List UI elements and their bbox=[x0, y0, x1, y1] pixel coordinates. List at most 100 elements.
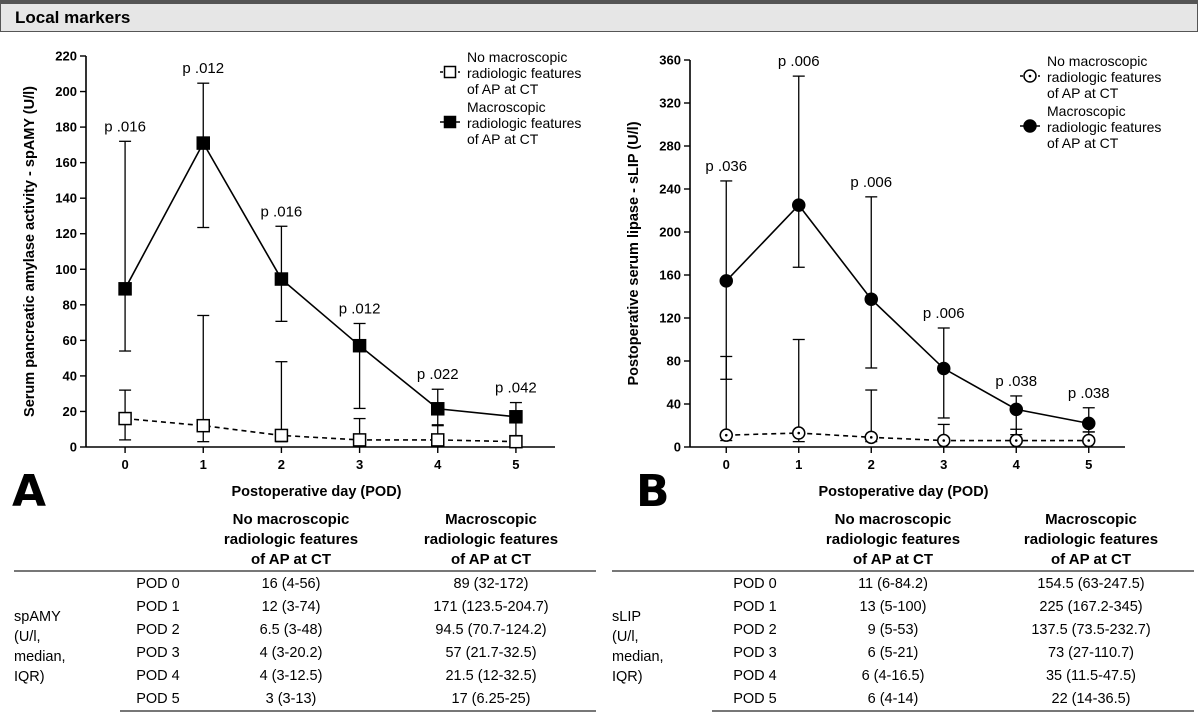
table-cell-no-macroscopic: 4 (3-12.5) bbox=[259, 667, 323, 684]
section-title: Local markers bbox=[15, 8, 131, 27]
y-tick-label: 0 bbox=[70, 440, 77, 455]
x-tick-label: 1 bbox=[795, 457, 802, 472]
table-cell-macroscopic: 154.5 (63-247.5) bbox=[988, 570, 1194, 595]
table-cell-no-macroscopic: 12 (3-74) bbox=[261, 598, 321, 615]
table-cell-macroscopic: 57 (21.7-32.5) bbox=[445, 644, 537, 661]
table-row: POD 2 6.5 (3-48) 94.5 (70.7-124.2) bbox=[14, 618, 596, 641]
y-tick-label: 120 bbox=[55, 226, 77, 241]
table-b-col-no-macroscopic: No macroscopic radiologic features of AP a… bbox=[825, 511, 961, 568]
table-cell-macroscopic: 137.5 (73.5-232.7) bbox=[1031, 621, 1151, 638]
y-tick-label: 280 bbox=[659, 139, 681, 154]
table-cell-macroscopic: 22 (14-36.5) bbox=[988, 687, 1194, 712]
legend-label: of AP at CT bbox=[1047, 135, 1119, 151]
section-header: Local markers bbox=[0, 0, 1198, 32]
data-point bbox=[274, 272, 289, 286]
y-tick-label: 180 bbox=[55, 120, 77, 135]
y-tick-label: 40 bbox=[63, 368, 77, 383]
legend-label: of AP at CT bbox=[1047, 85, 1119, 101]
table-cell-macroscopic: 35 (11.5-47.5) bbox=[1045, 667, 1136, 684]
table-row: POD 1 12 (3-74) 171 (123.5-204.7) bbox=[14, 595, 596, 618]
table-row: POD 1 13 (5-100) 225 (167.2-345) bbox=[612, 595, 1194, 618]
table-cell-no-macroscopic: 6 (5-21) bbox=[867, 644, 919, 661]
x-axis-label: Postoperative day (POD) bbox=[818, 484, 988, 500]
legend-label: radiologic features bbox=[1047, 69, 1161, 85]
data-point bbox=[118, 411, 132, 426]
table-row: POD 3 4 (3-20.2) 57 (21.7-32.5) bbox=[14, 641, 596, 664]
data-point-dot bbox=[1087, 439, 1091, 442]
table-pod-label: POD 4 bbox=[136, 667, 180, 684]
y-tick-label: 140 bbox=[55, 191, 77, 206]
table-row: spAMY (U/l, median, IQR) POD 0 16 (4-56) 89 (3… bbox=[14, 570, 596, 711]
table-pod-label: POD 2 bbox=[733, 621, 777, 638]
p-value-label: p .022 bbox=[417, 366, 459, 383]
p-value-label: p .006 bbox=[778, 53, 820, 70]
legend-label: Macroscopic bbox=[1047, 103, 1126, 119]
table-cell-macroscopic: 225 (167.2-345) bbox=[1039, 598, 1143, 615]
table-pod-label: POD 4 bbox=[733, 667, 777, 684]
table-pod-label: POD 5 bbox=[712, 687, 798, 712]
x-axis-label: Postoperative day (POD) bbox=[231, 484, 401, 500]
x-tick-label: 2 bbox=[278, 457, 285, 472]
y-tick-label: 200 bbox=[55, 84, 77, 99]
table-pod-label: POD 5 bbox=[120, 687, 196, 712]
series-line bbox=[124, 141, 516, 418]
chart-panel-b: 0 40 80 120 160 200 240 280 320 360 0 1 2 3 4 5 Postoper… bbox=[626, 53, 1161, 501]
data-point bbox=[431, 402, 445, 416]
table-a-col-no-macroscopic: No macroscopic radiologic features of AP a… bbox=[223, 511, 359, 568]
table-cell-no-macroscopic: 6 (4-16.5) bbox=[861, 667, 925, 684]
data-point bbox=[719, 274, 733, 288]
y-axis-label: Postoperative serum lipase - sLIP (U/l) bbox=[626, 121, 642, 385]
table-cell-no-macroscopic: 13 (5-100) bbox=[859, 598, 927, 615]
table-pod-label: POD 3 bbox=[733, 644, 777, 661]
y-tick-label: 80 bbox=[63, 297, 77, 312]
table-row: sLIP (U/l, median, IQR) POD 0 11 (6-84.2) 154.… bbox=[612, 570, 1194, 711]
data-point bbox=[1009, 402, 1023, 417]
table-b: No macroscopic radiologic features of AP a… bbox=[612, 510, 1194, 712]
legend-marker-dot bbox=[1028, 74, 1032, 78]
table-cell-no-macroscopic: 6 (4-14) bbox=[798, 687, 988, 712]
x-tick-label: 4 bbox=[434, 457, 442, 472]
table-cell-no-macroscopic: 4 (3-20.2) bbox=[259, 644, 323, 661]
x-tick-label: 1 bbox=[200, 457, 207, 472]
table-pod-label: POD 3 bbox=[136, 644, 180, 661]
legend-label: No macroscopic bbox=[1047, 53, 1147, 69]
y-axis-label: Serum pancreatic amylase activity - spAM… bbox=[22, 86, 38, 417]
table-row: POD 3 6 (5-21) 73 (27-110.7) bbox=[612, 641, 1194, 664]
p-value-label: p .036 bbox=[705, 158, 747, 175]
table-group-label: spAMY (U/l, median, IQR) bbox=[14, 570, 120, 711]
y-tick-label: 160 bbox=[55, 155, 77, 170]
p-value-label: p .038 bbox=[995, 373, 1037, 390]
data-point bbox=[352, 338, 367, 353]
data-point bbox=[196, 136, 210, 150]
data-point bbox=[937, 361, 951, 376]
x-tick-label: 0 bbox=[723, 457, 730, 472]
table-row: POD 2 9 (5-53) 137.5 (73.5-232.7) bbox=[612, 618, 1194, 641]
data-point bbox=[792, 198, 806, 212]
y-tick-label: 160 bbox=[659, 268, 681, 283]
data-point-dot bbox=[1014, 439, 1018, 442]
legend-label: No macroscopic bbox=[467, 49, 567, 65]
y-tick-label: 60 bbox=[63, 333, 77, 348]
x-tick-label: 3 bbox=[940, 457, 947, 472]
legend-label: radiologic features bbox=[467, 115, 581, 131]
legend-label: of AP at CT bbox=[467, 131, 539, 147]
x-tick-label: 2 bbox=[868, 457, 875, 472]
p-value-label: p .042 bbox=[495, 380, 537, 397]
data-point-dot bbox=[869, 436, 873, 439]
table-cell-macroscopic: 21.5 (12-32.5) bbox=[445, 667, 537, 684]
table-cell-no-macroscopic: 9 (5-53) bbox=[867, 621, 919, 638]
y-tick-label: 200 bbox=[659, 225, 681, 240]
table-cell-macroscopic: 89 (32-172) bbox=[386, 570, 596, 595]
legend-label: Macroscopic bbox=[467, 99, 546, 115]
series-line bbox=[725, 203, 1089, 425]
legend-marker bbox=[1023, 119, 1037, 133]
data-point bbox=[274, 428, 289, 443]
table-group-label: sLIP (U/l, median, IQR) bbox=[612, 570, 712, 711]
p-value-label: p .006 bbox=[923, 305, 965, 322]
p-value-label: p .038 bbox=[1068, 385, 1110, 402]
y-tick-label: 120 bbox=[659, 311, 681, 326]
legend-marker bbox=[443, 65, 457, 79]
panel-letter-a: A bbox=[12, 466, 47, 517]
